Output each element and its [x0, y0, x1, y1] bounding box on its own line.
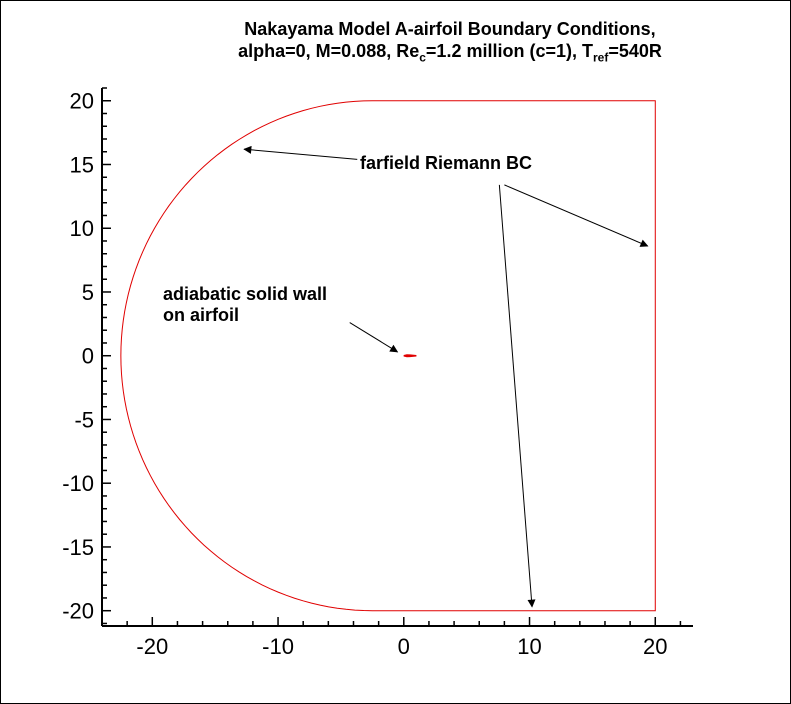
title-subscript-c: c	[419, 50, 426, 65]
x-tick-label: -20	[136, 634, 168, 659]
title-text-c: =540R	[608, 41, 662, 61]
farfield-boundary	[120, 100, 656, 612]
title-text-a: alpha=0, M=0.088, Re	[238, 41, 420, 61]
y-tick-label: 0	[82, 344, 94, 369]
title-text-b: =1.2 million (c=1), T	[425, 41, 593, 61]
y-tick-label: 5	[82, 280, 94, 305]
farfield-label: farfield Riemann BC	[360, 153, 532, 173]
series-group	[120, 100, 656, 612]
x-tick-label: 20	[643, 634, 667, 659]
annotation-arrow	[349, 322, 399, 353]
y-tick-label: -5	[74, 407, 94, 432]
y-tick-label: 15	[70, 152, 94, 177]
airfoil-wall	[403, 354, 417, 358]
wall-label-line2: on airfoil	[163, 305, 239, 325]
annotation-arrow	[243, 145, 358, 160]
x-tick-label: 10	[517, 634, 541, 659]
y-tick-label: -15	[62, 535, 94, 560]
wall-label-line1: adiabatic solid wall	[163, 284, 327, 304]
annotation-arrow	[504, 184, 649, 247]
title-subscript-ref: ref	[592, 50, 609, 65]
x-tick-label: 0	[398, 634, 410, 659]
y-tick-label: 10	[70, 216, 94, 241]
y-tick-label: -10	[62, 471, 94, 496]
ticks: 20 15 10 5 0 -5 -10 -15 -20 -20 -10 0 10 20	[62, 87, 682, 659]
chart-title-line1: Nakayama Model A-airfoil Boundary Condit…	[244, 19, 656, 39]
y-tick-label: -20	[62, 599, 94, 624]
annotation-arrow	[498, 184, 536, 608]
y-tick-label: 20	[70, 89, 94, 114]
x-tick-label: -10	[262, 634, 294, 659]
arrows-group	[243, 145, 649, 608]
chart-title-line2: alpha=0, M=0.088, Rec=1.2 million (c=1),…	[150, 40, 750, 69]
